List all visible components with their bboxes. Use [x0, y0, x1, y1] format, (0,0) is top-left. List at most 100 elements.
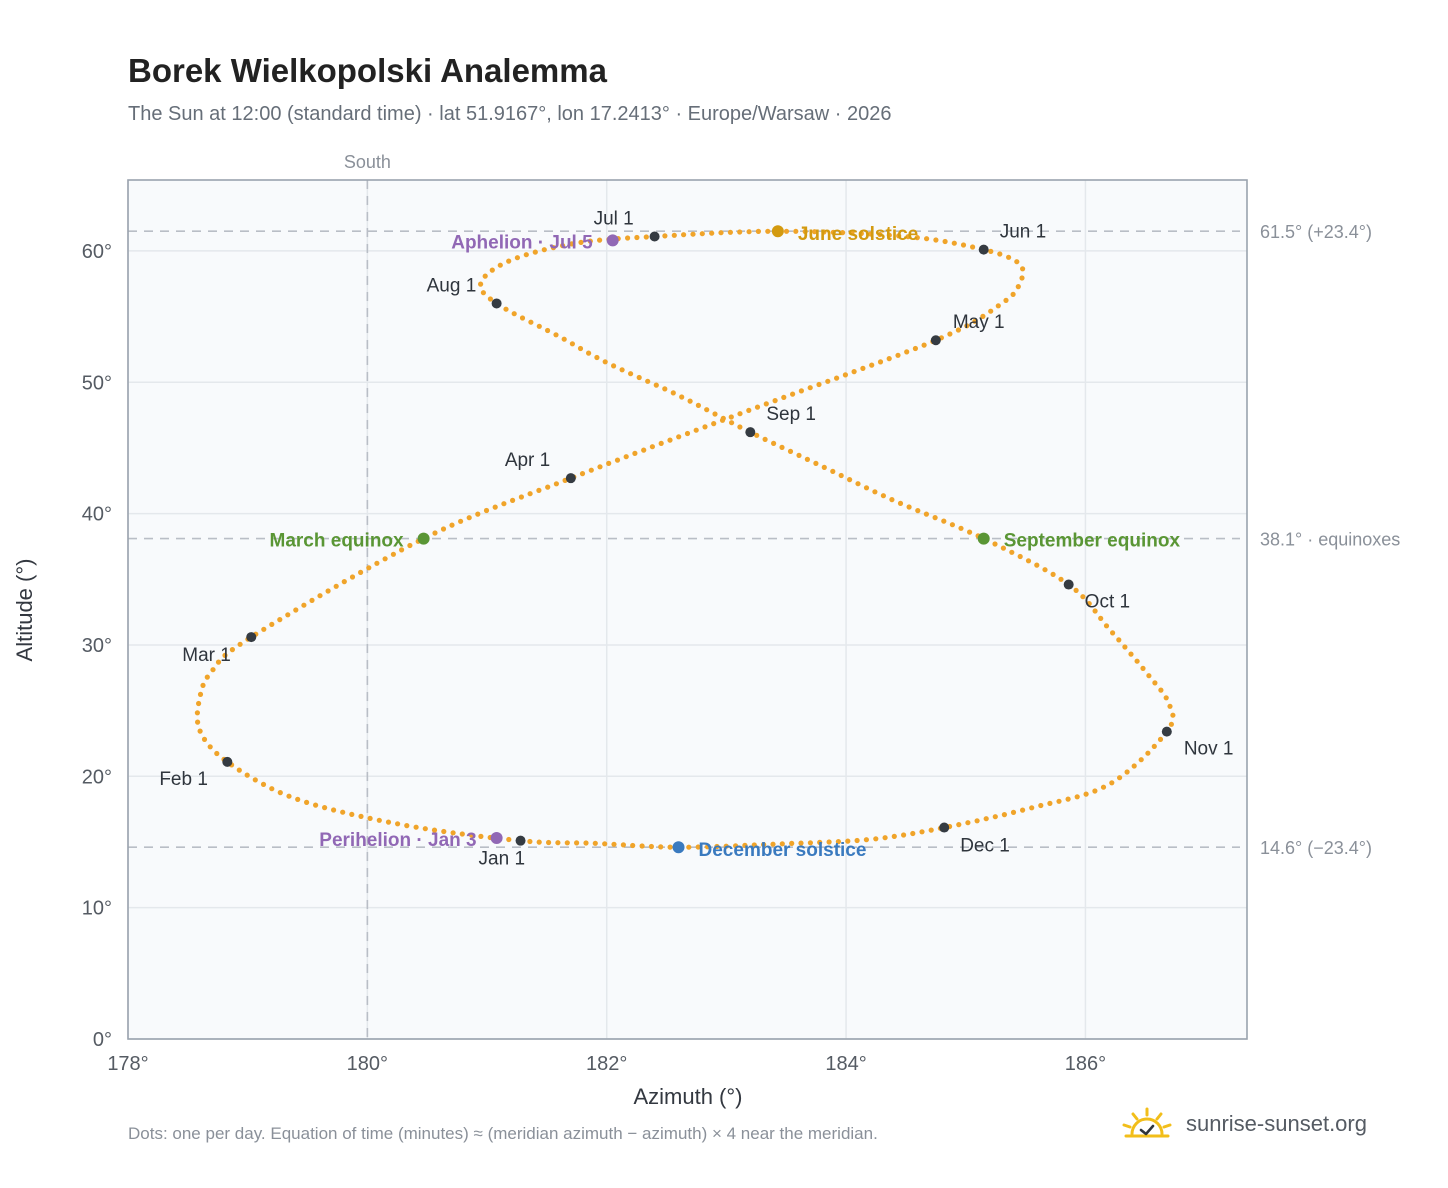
month-marker — [1063, 579, 1074, 590]
daily-dot — [1015, 284, 1021, 290]
daily-dot — [577, 345, 584, 352]
x-tick-label: 178° — [107, 1053, 148, 1075]
event-label: March equinox — [270, 531, 405, 552]
daily-dot — [1050, 571, 1056, 578]
daily-dot — [523, 252, 529, 258]
daily-dot — [295, 796, 301, 803]
daily-dot — [602, 841, 608, 847]
brand-name[interactable]: sunrise-sunset.org — [1186, 1111, 1367, 1136]
daily-dot — [583, 840, 589, 846]
reference-lines: 61.5° (+23.4°) 38.1° · equinoxes 14.6° (−2… — [128, 222, 1400, 858]
daily-dot — [586, 350, 592, 356]
daily-dot — [746, 229, 752, 235]
daily-dot — [915, 508, 921, 514]
daily-dot — [872, 489, 878, 495]
daily-dot — [560, 243, 566, 249]
daily-dot — [754, 432, 760, 438]
daily-dot — [1058, 576, 1064, 582]
daily-dot — [358, 813, 364, 820]
daily-dot — [597, 464, 603, 470]
daily-dot — [847, 477, 853, 483]
daily-dot — [399, 547, 405, 553]
daily-dot — [553, 481, 560, 487]
daily-dot — [960, 242, 967, 248]
daily-dot — [440, 526, 447, 532]
daily-dot — [214, 750, 220, 757]
daily-dot — [561, 336, 567, 342]
daily-dot — [667, 437, 673, 443]
daily-dot — [459, 831, 465, 837]
page-subtitle: The Sun at 12:00 (standard time) · lat 5… — [128, 103, 892, 125]
event-marker — [490, 832, 503, 845]
daily-dot — [588, 467, 594, 473]
daily-dot — [897, 500, 904, 506]
daily-dot — [340, 809, 346, 815]
daily-dot — [754, 404, 761, 410]
daily-dot — [868, 231, 874, 237]
daily-dot — [480, 290, 486, 296]
daily-dot — [569, 241, 575, 247]
daily-dot — [905, 234, 911, 240]
daily-dot — [628, 371, 634, 377]
daily-dot — [1152, 680, 1158, 686]
daily-dot — [1117, 775, 1123, 781]
daily-dot — [681, 232, 687, 238]
daily-dot — [413, 824, 419, 830]
daily-dot — [301, 602, 307, 608]
daily-dot — [195, 719, 201, 725]
y-tick-label: 30° — [82, 635, 112, 657]
daily-dot — [896, 233, 902, 239]
y-tick-label: 20° — [82, 766, 112, 788]
daily-dot — [737, 411, 743, 417]
x-tick-label: 184° — [825, 1053, 866, 1075]
month-label: Nov 1 — [1184, 739, 1234, 760]
event-marker — [417, 532, 430, 545]
daily-dot — [269, 786, 275, 792]
daily-dot — [779, 444, 785, 450]
daily-dot — [210, 667, 216, 673]
daily-dot — [611, 363, 617, 369]
daily-dot — [594, 354, 600, 361]
daily-dot — [277, 617, 283, 623]
y-tick-label: 10° — [82, 898, 112, 920]
month-markers: Jan 1 Feb 1 Mar 1 Apr 1 May 1 Jun 1 Jul 1 Aug 1… — [159, 208, 1233, 869]
month-label: Aug 1 — [427, 275, 477, 296]
meridian-line: South — [344, 152, 391, 1039]
daily-dot — [293, 607, 299, 613]
daily-dot — [1163, 695, 1169, 701]
footnote: Dots: one per day. Equation of time (min… — [128, 1124, 878, 1143]
daily-dot — [611, 841, 617, 847]
daily-dot — [404, 823, 410, 829]
daily-dot — [229, 647, 235, 653]
reference-line-label: 61.5° (+23.4°) — [1260, 222, 1372, 242]
month-label: Dec 1 — [960, 836, 1010, 857]
daily-dot — [382, 556, 388, 562]
daily-dot — [762, 436, 768, 442]
daily-dot — [197, 728, 203, 734]
daily-dot — [958, 525, 964, 531]
daily-dot — [933, 237, 939, 243]
daily-dot — [880, 493, 887, 499]
daily-dot — [813, 460, 819, 466]
month-label: Jun 1 — [1000, 222, 1046, 243]
daily-dot — [855, 481, 861, 487]
brand[interactable]: sunrise-sunset.org — [1120, 1102, 1367, 1146]
daily-dot — [501, 501, 507, 507]
daily-dot — [286, 793, 292, 799]
daily-dot — [840, 230, 846, 236]
daily-dot — [1009, 549, 1015, 555]
daily-dot — [712, 411, 718, 417]
daily-dot — [1020, 266, 1026, 272]
month-marker — [565, 473, 576, 484]
daily-dot — [1157, 736, 1164, 743]
daily-dot — [816, 381, 822, 388]
daily-dot — [407, 542, 413, 549]
daily-dot — [1065, 796, 1071, 802]
daily-dot — [545, 484, 551, 490]
daily-dot — [518, 494, 525, 500]
daily-dot — [1001, 812, 1008, 818]
daily-dot — [992, 814, 998, 820]
daily-dot — [597, 237, 603, 243]
daily-dot — [431, 827, 438, 833]
